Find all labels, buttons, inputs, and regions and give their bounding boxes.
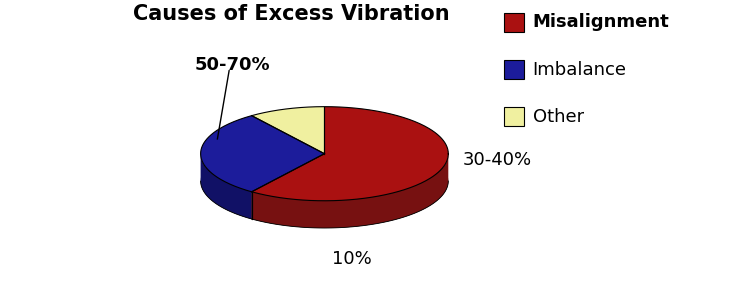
Bar (504, 13, 524, 32)
Text: Causes of Excess Vibration: Causes of Excess Vibration (132, 4, 449, 24)
Bar (504, 60, 524, 80)
Text: Misalignment: Misalignment (533, 14, 669, 32)
Polygon shape (251, 107, 448, 201)
Bar (504, 107, 524, 127)
Polygon shape (200, 116, 325, 192)
Polygon shape (251, 107, 325, 154)
Text: Imbalance: Imbalance (533, 61, 627, 79)
Text: 10%: 10% (332, 250, 372, 268)
Text: 50-70%: 50-70% (194, 56, 270, 74)
Text: Other: Other (533, 108, 583, 126)
Text: 30-40%: 30-40% (463, 151, 533, 169)
Polygon shape (200, 154, 251, 219)
Polygon shape (251, 154, 448, 228)
Polygon shape (200, 134, 448, 228)
